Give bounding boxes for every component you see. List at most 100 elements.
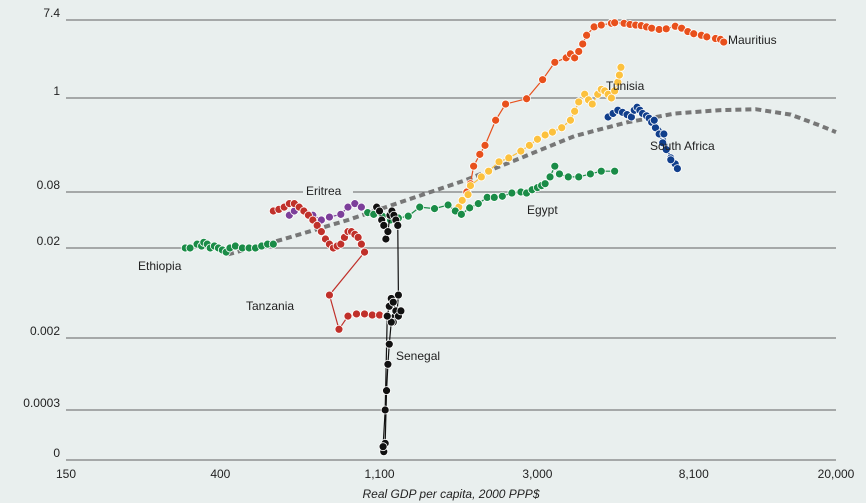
y-tick-label: 0.0003 (23, 396, 60, 410)
data-point (457, 195, 467, 205)
data-point (356, 202, 366, 212)
data-point (480, 140, 490, 150)
data-point (383, 227, 393, 237)
data-point (578, 39, 588, 49)
data-point (661, 145, 671, 154)
data-point (647, 23, 657, 33)
data-point (689, 29, 699, 39)
data-point (524, 140, 534, 150)
data-point (540, 179, 550, 189)
data-point (403, 211, 413, 221)
data-point (491, 115, 501, 125)
data-point (312, 220, 322, 230)
data-point (475, 149, 485, 159)
data-point (489, 192, 499, 202)
data-point (334, 324, 344, 334)
data-point (540, 130, 550, 140)
data-point (360, 309, 369, 319)
data-point (360, 247, 369, 257)
data-point (501, 99, 510, 109)
data-point (473, 199, 483, 209)
data-point (596, 20, 606, 30)
series-label: Tunisia (606, 79, 645, 93)
data-point (380, 405, 390, 415)
data-point (456, 209, 466, 219)
data-point (325, 212, 334, 222)
data-point (649, 115, 659, 125)
series-label: Eritrea (306, 184, 342, 198)
data-point (570, 106, 580, 116)
data-point (570, 53, 580, 63)
data-point (507, 188, 517, 198)
series-label: Senegal (396, 349, 440, 363)
data-point (557, 123, 567, 133)
label-background (303, 184, 353, 199)
data-point (476, 172, 486, 182)
data-point (336, 209, 346, 219)
y-tick-label: 0.02 (37, 234, 61, 248)
data-point (388, 297, 398, 307)
data-point (352, 309, 361, 319)
data-point (548, 127, 557, 137)
data-point (610, 18, 620, 28)
data-point (607, 93, 616, 103)
data-point (316, 227, 326, 237)
data-point (550, 161, 560, 171)
data-point (384, 339, 394, 349)
data-point (382, 386, 391, 396)
data-point (533, 134, 542, 144)
data-point (719, 37, 729, 47)
data-point (661, 24, 671, 34)
data-point (325, 290, 334, 300)
x-tick-label: 8,100 (679, 467, 709, 481)
data-point (463, 190, 473, 200)
series-label: Mauritius (728, 33, 777, 47)
data-point (666, 155, 676, 165)
data-point (415, 202, 425, 212)
data-point (574, 172, 584, 182)
data-point (343, 311, 353, 321)
data-point (386, 317, 396, 327)
data-point (494, 157, 504, 167)
y-tick-label: 0.002 (30, 324, 60, 338)
data-point (430, 204, 439, 214)
y-tick-label: 1 (53, 84, 60, 98)
series-tanzania: Tanzania (246, 199, 391, 334)
x-tick-label: 1,100 (365, 467, 395, 481)
data-point (367, 310, 377, 320)
data-point (596, 166, 606, 176)
data-point (497, 191, 507, 201)
series-tunisia: Tunisia (454, 62, 645, 212)
data-point (465, 203, 475, 213)
data-point (538, 75, 548, 85)
data-point (672, 164, 682, 174)
data-point (616, 62, 626, 72)
x-tick-label: 3,000 (522, 467, 552, 481)
data-point (585, 169, 595, 179)
data-point (336, 239, 346, 249)
data-point (356, 239, 366, 249)
trend-line (227, 107, 837, 257)
data-point (268, 239, 278, 249)
data-point (563, 172, 573, 182)
x-tick-label: 20,000 (818, 467, 855, 481)
series-label: Egypt (527, 203, 558, 217)
data-point (394, 290, 403, 300)
data-point (615, 70, 624, 80)
data-point (375, 206, 384, 216)
data-point (383, 359, 393, 369)
data-point (185, 243, 195, 253)
data-point (582, 30, 592, 40)
data-point (484, 166, 494, 176)
data-point (379, 220, 389, 230)
data-point (610, 86, 620, 96)
data-point (378, 442, 388, 452)
data-point (516, 146, 526, 156)
data-point (343, 202, 353, 212)
x-tick-label: 400 (210, 467, 230, 481)
series-south-africa: South Africa (603, 102, 715, 174)
data-point (466, 181, 475, 191)
data-point (381, 234, 391, 244)
data-point (469, 161, 479, 171)
